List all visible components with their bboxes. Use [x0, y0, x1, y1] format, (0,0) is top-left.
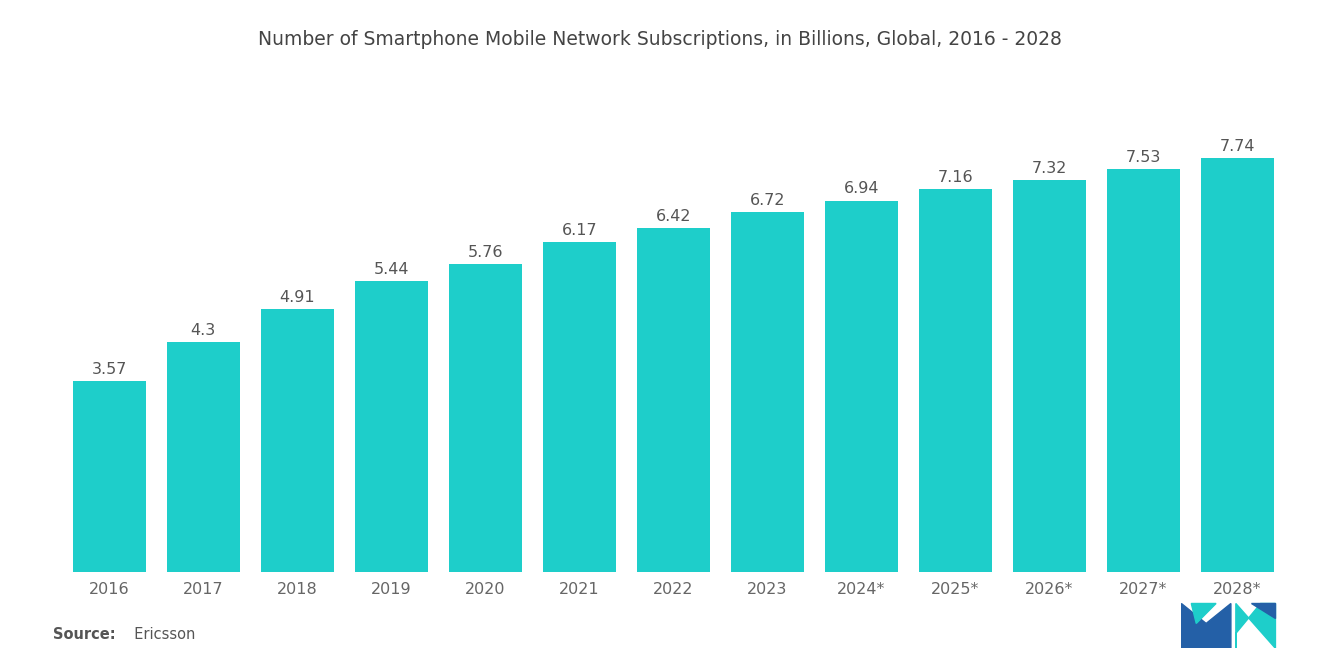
Bar [73, 381, 147, 572]
Bar [1106, 169, 1180, 572]
Bar [1201, 158, 1274, 572]
Text: Source:: Source: [53, 626, 115, 642]
Text: 3.57: 3.57 [91, 362, 127, 376]
Bar [260, 309, 334, 572]
Text: 4.91: 4.91 [280, 290, 315, 305]
Text: Number of Smartphone Mobile Network Subscriptions, in Billions, Global, 2016 - 2: Number of Smartphone Mobile Network Subs… [259, 30, 1061, 49]
Text: 6.72: 6.72 [750, 193, 785, 208]
Text: 4.3: 4.3 [190, 323, 216, 338]
Bar [355, 281, 428, 572]
Bar [543, 242, 616, 572]
Text: 6.17: 6.17 [561, 223, 597, 237]
Text: 6.42: 6.42 [656, 209, 690, 224]
Polygon shape [1236, 604, 1275, 648]
Text: 6.94: 6.94 [843, 182, 879, 196]
Polygon shape [1181, 604, 1232, 648]
Bar [825, 201, 898, 572]
Bar [636, 229, 710, 572]
Text: 5.44: 5.44 [374, 261, 409, 277]
Text: 7.32: 7.32 [1031, 161, 1067, 176]
Text: 7.16: 7.16 [937, 170, 973, 185]
Bar [919, 189, 991, 572]
Polygon shape [1250, 604, 1275, 618]
Polygon shape [1192, 604, 1216, 624]
Bar [730, 212, 804, 572]
Bar [1012, 180, 1086, 572]
Bar [449, 264, 521, 572]
Bar [166, 342, 240, 572]
Text: 7.74: 7.74 [1220, 138, 1255, 154]
Text: 5.76: 5.76 [467, 245, 503, 259]
Text: Ericsson: Ericsson [125, 626, 195, 642]
Text: 7.53: 7.53 [1126, 150, 1160, 165]
